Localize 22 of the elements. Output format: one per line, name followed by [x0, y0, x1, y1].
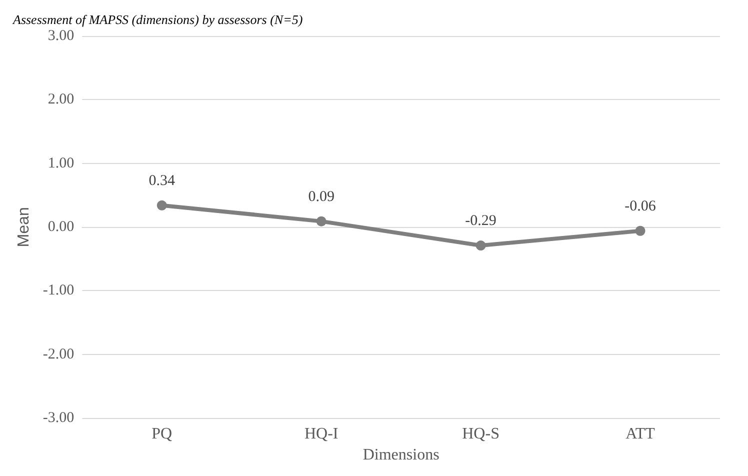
point [316, 216, 326, 226]
data-label: 0.34 [148, 172, 176, 189]
y-tick-label: -3.00 [42, 410, 74, 426]
x-tick-label: ATT [626, 426, 656, 443]
y-tick-label: 1.00 [48, 155, 74, 172]
y-tick-label: 0.00 [48, 219, 74, 236]
y-axis-title: Mean [16, 207, 32, 248]
y-tick-label: -2.00 [42, 346, 74, 362]
x-tick-label: HQ-I [304, 426, 338, 443]
data-label: -0.29 [465, 213, 496, 230]
y-tick-label: 2.00 [48, 92, 74, 108]
y-tick-label: -1.00 [42, 282, 74, 299]
point [476, 240, 486, 251]
x-tick-label: HQ-S [462, 426, 500, 443]
y-tick-label: 3.00 [48, 28, 74, 44]
data-label: -0.06 [624, 198, 656, 214]
x-axis-title: Dimensions [362, 446, 440, 464]
point [635, 226, 646, 236]
x-tick-label: PQ [152, 426, 173, 443]
data-label: 0.09 [308, 188, 334, 205]
chart-title: Assessment of MAPSS (dimensions) by assessors (N=5) [12, 12, 303, 27]
point [156, 200, 167, 210]
